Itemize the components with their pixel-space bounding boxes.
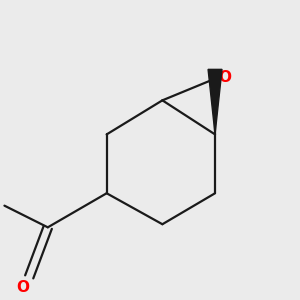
Polygon shape xyxy=(208,69,222,134)
Text: O: O xyxy=(16,280,29,295)
Text: O: O xyxy=(218,70,231,85)
